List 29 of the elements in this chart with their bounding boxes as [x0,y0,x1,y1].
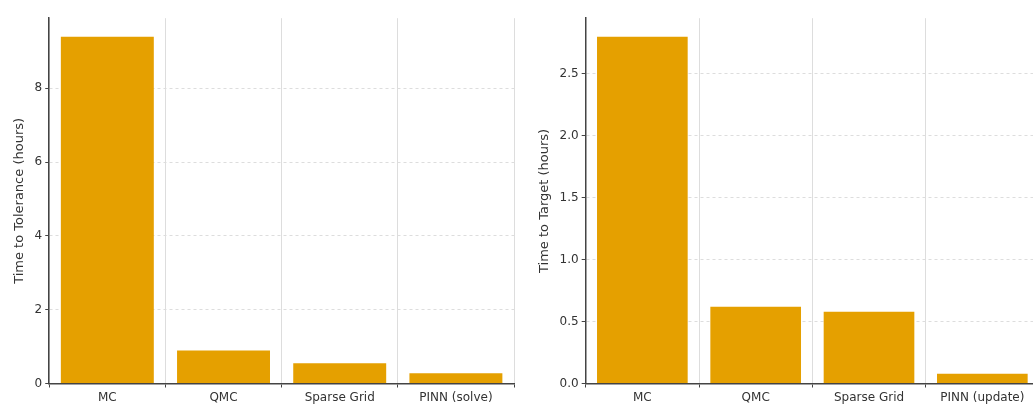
y-tick-label: 0.0 [559,375,579,390]
y-axis-title: Time to Tolerance (hours) [11,117,27,285]
y-tick-label: 6 [34,154,43,169]
bar [823,311,915,384]
bar [710,306,802,384]
y-tick-label: 1.0 [559,251,579,266]
x-tick-label: MC [632,389,652,404]
y-tick-label: 0.5 [559,313,579,328]
x-tick-label: Sparse Grid [833,389,905,404]
y-tick-label: 2.5 [559,66,579,81]
x-tick-label: QMC [741,389,770,404]
y-axis-title: Time to Target (hours) [536,128,552,274]
x-tick-label: PINN (solve) [419,389,493,404]
y-tick-label: 1.5 [559,189,579,204]
bar [409,373,503,384]
x-tick-label: PINN (update) [940,389,1025,404]
bar [293,363,387,384]
x-tick-label: QMC [209,389,238,404]
y-tick-label: 2 [34,301,43,316]
y-tick-label: 0 [34,375,43,390]
x-tick-label: Sparse Grid [304,389,375,404]
bar [177,350,270,384]
bar [60,36,154,384]
bar [597,36,688,384]
bar [937,373,1028,384]
y-tick-label: 2.0 [559,128,579,142]
x-tick-label: MC [97,389,117,404]
y-tick-label: 4 [34,228,43,243]
y-tick-label: 8 [34,80,43,95]
